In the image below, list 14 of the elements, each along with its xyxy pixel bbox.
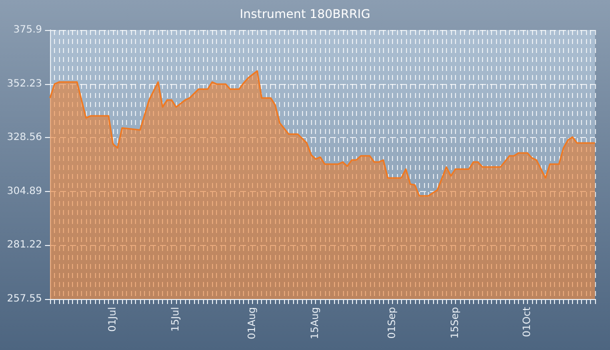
y-tick-label: 352.23: [7, 78, 42, 90]
x-tick-label: 01Oct: [522, 306, 533, 338]
x-tick-label: 01Aug: [247, 307, 258, 340]
x-tick-label: 15Sep: [450, 307, 461, 339]
y-tick-label: 257.55: [7, 294, 42, 304]
x-tick-label: 01Jul: [108, 307, 119, 332]
y-tick-label: 328.56: [7, 132, 42, 144]
x-tick-label: 01Sep: [386, 307, 398, 339]
y-tick-label: 281.22: [7, 240, 42, 251]
y-tick-label: 375.9: [13, 24, 42, 36]
x-tick-label: 15Jul: [170, 307, 182, 332]
y-tick-label: 304.89: [7, 186, 42, 197]
chart-title: Instrument 180BRRIG: [240, 7, 370, 21]
x-tick-label: 15Aug: [310, 307, 322, 340]
